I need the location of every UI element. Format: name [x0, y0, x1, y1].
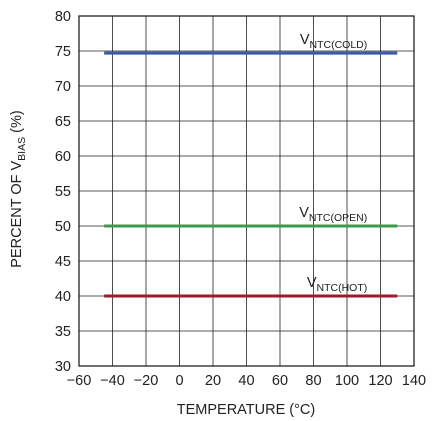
y-axis-title-suffix: (%): [9, 110, 25, 137]
y-tick-label: 75: [55, 44, 71, 60]
series-labels: VNTC(COLD) VNTC(OPEN) VNTC(HOT): [299, 32, 367, 294]
plot-frame: [78, 15, 415, 367]
y-tick-label: 40: [55, 289, 71, 305]
y-tick-label: 55: [55, 184, 71, 200]
grid: [79, 16, 414, 366]
y-axis-title-sub: BIAS: [16, 137, 28, 161]
y-axis-title: PERCENT OF VBIAS (%): [9, 110, 28, 267]
y-tick-label: 80: [55, 9, 71, 25]
y-tick-label: 50: [55, 219, 71, 235]
y-tick-label: 45: [55, 254, 71, 270]
series-label: VNTC(OPEN): [299, 205, 367, 224]
x-tick-labels: −60 −40 −20 0 20 40 60 80 100 120 140: [67, 373, 426, 389]
y-tick-label: 30: [55, 359, 71, 375]
x-axis-title: TEMPERATURE (°C): [177, 402, 315, 418]
x-tick-label: 40: [238, 373, 254, 389]
x-tick-label: 0: [175, 373, 183, 389]
y-axis-title-prefix: PERCENT OF V: [9, 160, 25, 267]
x-tick-label: −60: [67, 373, 92, 389]
x-tick-label: −40: [100, 373, 125, 389]
y-tick-label: 35: [55, 324, 71, 340]
x-tick-label: 60: [272, 373, 288, 389]
x-tick-label: 80: [305, 373, 321, 389]
y-tick-label: 60: [55, 149, 71, 165]
x-tick-label: 120: [368, 373, 392, 389]
x-tick-label: 100: [335, 373, 359, 389]
x-tick-label: −20: [134, 373, 159, 389]
series-label: VNTC(COLD): [300, 32, 367, 51]
series-label: VNTC(HOT): [307, 275, 367, 294]
x-tick-label: 20: [205, 373, 221, 389]
series-lines: [104, 51, 398, 298]
y-tick-label: 65: [55, 114, 71, 130]
y-tick-labels: 30 35 40 45 50 55 60 65 70 75 80: [55, 9, 71, 375]
x-tick-label: 140: [402, 373, 426, 389]
y-tick-label: 70: [55, 79, 71, 95]
